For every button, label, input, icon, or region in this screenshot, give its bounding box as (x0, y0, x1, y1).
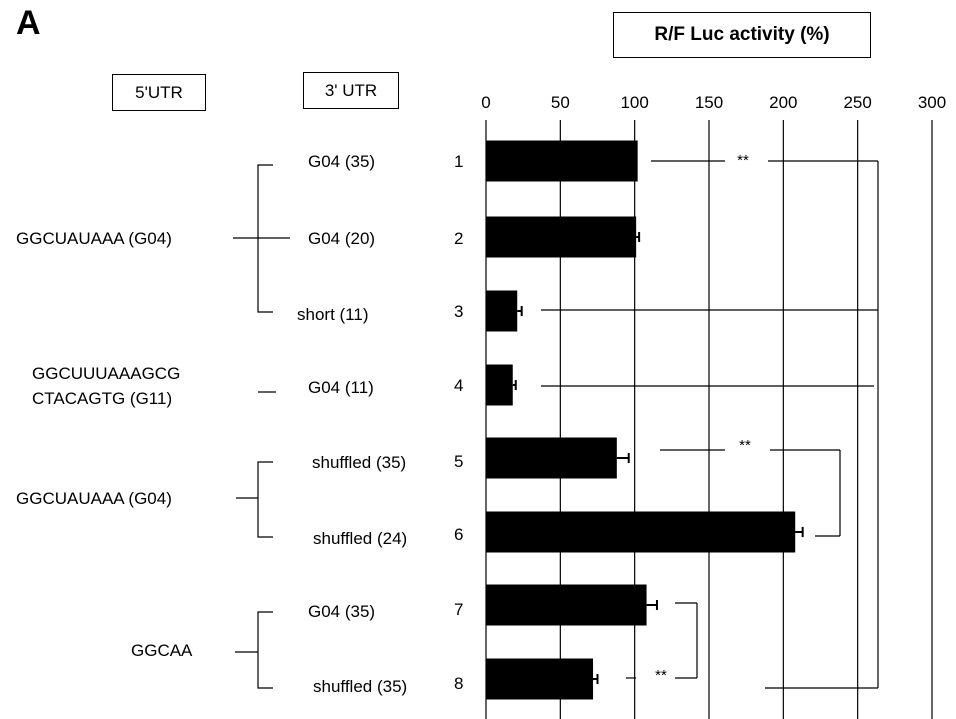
row-number-6: 6 (454, 525, 464, 544)
tick-label-300: 300 (918, 93, 946, 112)
utr5-label-group-3: GGCUAUAAA (G04) (16, 489, 172, 508)
sig-label-2: ** (739, 437, 751, 454)
utr3-label-row-4: G04 (11) (308, 378, 374, 397)
sig-label-3: ** (655, 667, 667, 684)
bar-3 (486, 290, 518, 332)
bar-4 (486, 364, 513, 406)
bar-1 (486, 140, 638, 182)
tick-label-100: 100 (620, 93, 648, 112)
chart-header-box: R/F Luc activity (%) (613, 12, 871, 58)
tick-label-150: 150 (695, 93, 723, 112)
utr5-label-group-2-line-1: GGCUUUAAAGCG (32, 364, 181, 383)
row-number-3: 3 (454, 302, 464, 321)
utr3-label-row-6: shuffled (24) (313, 529, 408, 548)
tick-label-250: 250 (843, 93, 871, 112)
row-number-5: 5 (454, 452, 464, 471)
panel-label: A (16, 4, 41, 42)
row-number-2: 2 (454, 229, 464, 248)
utr5-header-box: 5'UTR (112, 74, 206, 111)
bar-7 (486, 584, 647, 626)
tick-label-0: 0 (481, 93, 490, 112)
row-number-8: 8 (454, 674, 464, 693)
utr5-label-group-4: GGCAA (131, 641, 193, 660)
utr3-label-row-8: shuffled (35) (313, 677, 408, 696)
bar-8 (486, 658, 594, 700)
sig-label-1: ** (737, 152, 749, 169)
tick-label-200: 200 (769, 93, 797, 112)
bar-2 (486, 216, 637, 258)
utr5-label-group-2-line-2: CTACAGTG (G11) (32, 389, 173, 408)
utr3-label-row-2: G04 (20) (308, 229, 376, 248)
utr3-label-row-5: shuffled (35) (312, 453, 407, 472)
row-number-4: 4 (454, 376, 464, 395)
bar-5 (486, 437, 617, 479)
utr3-header-box: 3' UTR (303, 72, 399, 109)
row-number-1: 1 (454, 152, 464, 171)
tick-label-50: 50 (551, 93, 570, 112)
utr5-label-group-1: GGCUAUAAA (G04) (16, 229, 172, 248)
utr3-label-row-7: G04 (35) (308, 602, 376, 621)
utr3-label-row-1: G04 (35) (308, 152, 376, 171)
row-number-7: 7 (454, 600, 464, 619)
bar-6 (486, 511, 796, 553)
utr3-label-row-3: short (11) (297, 305, 369, 324)
